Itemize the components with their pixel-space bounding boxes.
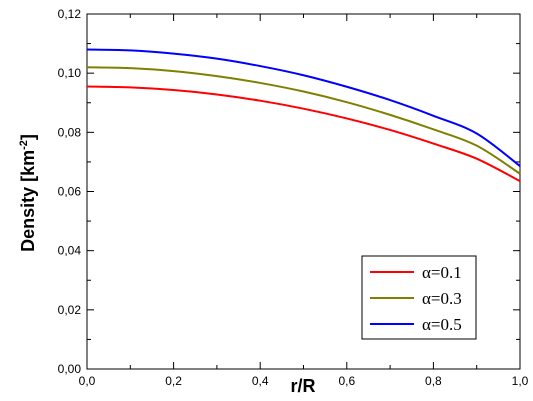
series-line-3 [86, 48, 521, 167]
y-tick-label: 0,08 [58, 125, 82, 139]
legend-label-3: α=0.5 [422, 315, 462, 334]
series-line-1 [86, 85, 521, 183]
y-tick-label: 0,12 [58, 7, 82, 21]
legend: α=0.1 α=0.3 α=0.5 [361, 255, 477, 340]
x-tick-label: 0,4 [252, 374, 269, 388]
x-tick-label: 0,0 [79, 374, 96, 388]
y-axis-title-main: Density [km [18, 150, 38, 252]
x-tick-label: 1,0 [512, 374, 529, 388]
series-line-2 [86, 66, 521, 175]
x-tick-label: 0,8 [425, 374, 442, 388]
y-tick-label: 0,06 [58, 185, 82, 199]
legend-label-2: α=0.3 [422, 289, 462, 308]
y-tick-label: 0,04 [58, 244, 82, 258]
series-lines [86, 48, 521, 183]
x-tick-label: 0,6 [338, 374, 355, 388]
y-tick-label: 0,10 [58, 66, 82, 80]
y-tick-label: 0,00 [58, 362, 82, 376]
legend-label-1: α=0.1 [422, 263, 462, 282]
y-axis-title-close: ] [18, 134, 38, 140]
y-axis-title: Density [km-2] [18, 134, 38, 252]
ticks: 0,0 0,2 0,4 0,6 0,8 1,0 0,00 0,02 0,04 0,06 0,08 0,… [58, 7, 529, 388]
y-tick-label: 0,02 [58, 303, 82, 317]
x-tick-label: 0,2 [165, 374, 182, 388]
y-axis-title-superscript: -2 [18, 140, 30, 150]
x-axis-title: r/R [290, 376, 315, 396]
